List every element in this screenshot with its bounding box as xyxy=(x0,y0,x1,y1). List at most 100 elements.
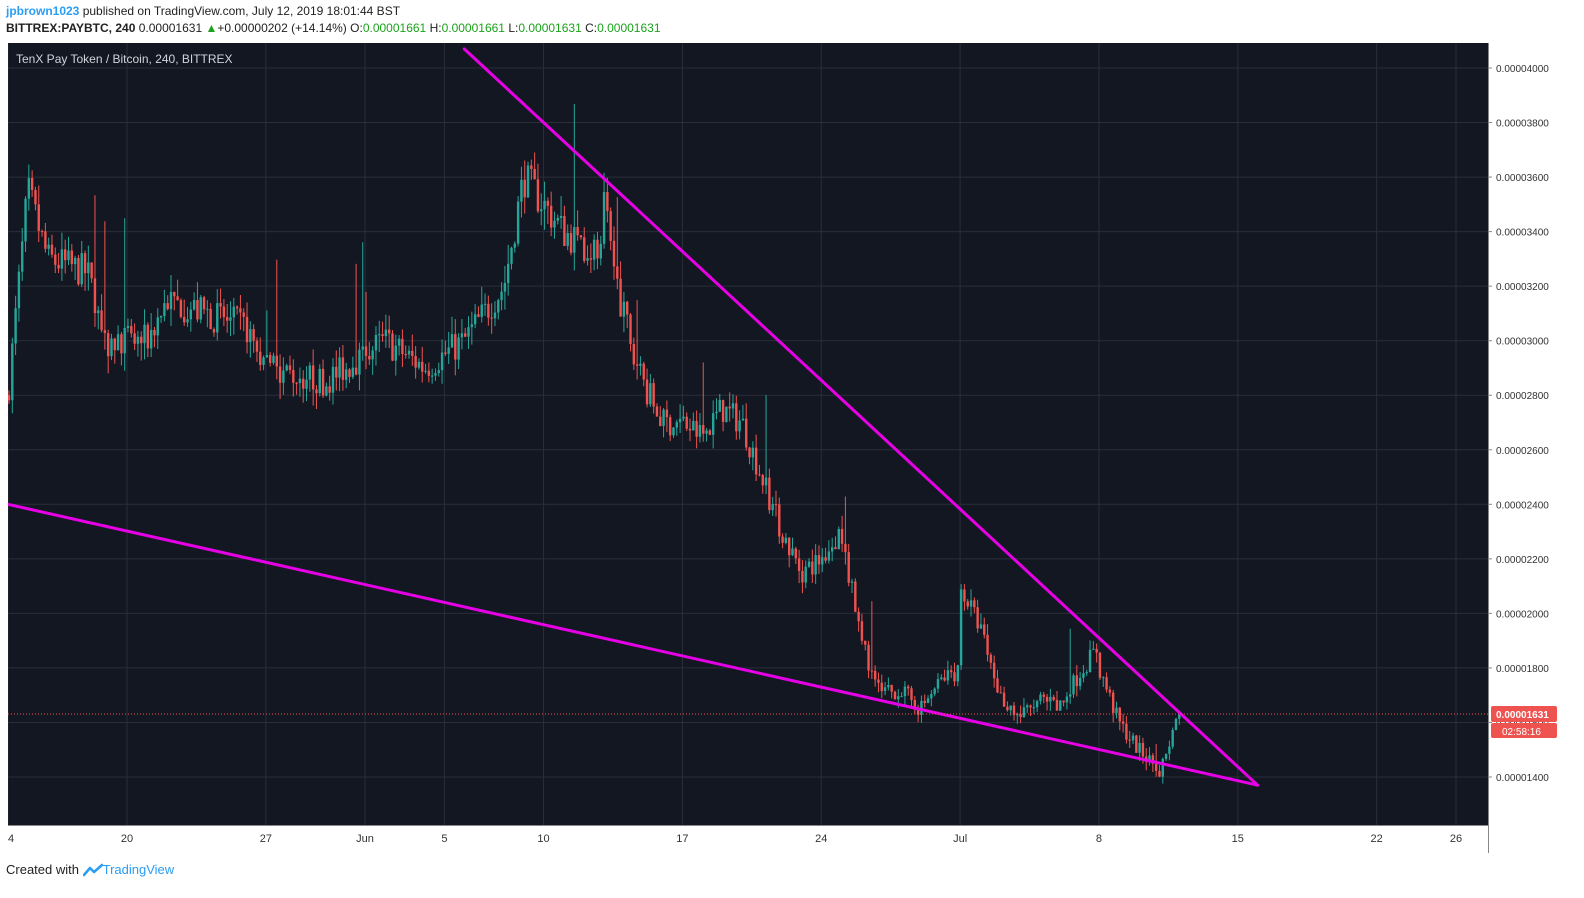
candle-body xyxy=(321,368,325,396)
candle-body xyxy=(17,271,21,309)
price-chart[interactable]: 0.000014000.000016000.000018000.00002000… xyxy=(8,43,1560,853)
candle-body xyxy=(900,696,903,698)
candle-body xyxy=(758,474,761,476)
candle-body xyxy=(272,355,275,363)
candle-body xyxy=(936,679,940,689)
candle-body xyxy=(801,570,804,583)
tradingview-logo-icon xyxy=(82,863,103,877)
candle-body xyxy=(1042,694,1045,697)
candle-body xyxy=(1135,735,1138,753)
candle-body xyxy=(209,308,212,330)
candle-body xyxy=(754,447,758,475)
candle-body xyxy=(331,366,335,393)
high-label: H: xyxy=(429,21,442,35)
candle-body xyxy=(725,406,728,422)
candle-body xyxy=(920,700,923,715)
y-tick-label: 0.00003800 xyxy=(1496,119,1549,130)
candle-body xyxy=(163,303,166,316)
x-tick-label: Jul xyxy=(953,833,967,845)
candle-body xyxy=(186,319,189,323)
candle-body xyxy=(311,365,315,390)
candle-body xyxy=(328,386,331,393)
candle-body xyxy=(1045,696,1049,702)
candle-body xyxy=(741,418,745,421)
candle-body xyxy=(817,555,821,565)
candle-body xyxy=(751,447,755,458)
candle-body xyxy=(864,640,867,645)
candle-body xyxy=(890,684,893,692)
candle-body xyxy=(1161,758,1164,777)
change-value: +0.00000202 (+14.14%) xyxy=(217,21,347,35)
low-value: 0.00001631 xyxy=(518,21,582,35)
time-scale xyxy=(8,825,1488,853)
x-tick-label: 5 xyxy=(441,833,447,845)
candle-body xyxy=(169,292,173,310)
candle-body xyxy=(60,249,64,269)
candle-body xyxy=(1141,742,1145,757)
candle-body xyxy=(1178,713,1181,719)
candle-body xyxy=(516,201,520,244)
candle-body xyxy=(1131,735,1135,741)
candle-body xyxy=(973,600,976,608)
candle-body xyxy=(530,165,533,169)
author-name[interactable]: jpbrown1023 xyxy=(6,4,80,18)
candle-body xyxy=(176,296,179,301)
candle-body xyxy=(106,333,110,357)
x-tick-label: 20 xyxy=(121,833,133,845)
candle-body xyxy=(298,378,302,384)
candle-body xyxy=(27,177,31,199)
candle-body xyxy=(470,324,474,328)
candle-body xyxy=(996,678,999,693)
candle-body xyxy=(526,165,530,198)
candle-body xyxy=(242,312,245,317)
candle-body xyxy=(480,304,483,317)
candle-body xyxy=(387,329,391,334)
candle-body xyxy=(391,333,394,361)
candle-body xyxy=(606,192,609,212)
candle-body xyxy=(1154,763,1158,771)
x-tick-label: 24 xyxy=(815,833,827,845)
candle-body xyxy=(219,303,222,307)
candle-body xyxy=(940,677,943,680)
candle-body xyxy=(259,351,262,365)
candle-body xyxy=(1158,770,1161,777)
candle-body xyxy=(569,233,573,253)
candle-body xyxy=(533,168,536,180)
candle-body xyxy=(543,200,546,210)
y-tick-label: 0.00003200 xyxy=(1496,282,1549,293)
candle-body xyxy=(665,409,669,418)
candle-body xyxy=(702,425,705,434)
candle-body xyxy=(404,354,407,356)
current-price-label: 0.00001631 xyxy=(1496,710,1549,721)
candle-body xyxy=(745,418,748,448)
candle-body xyxy=(1006,706,1009,711)
candle-body xyxy=(503,283,507,292)
candle-body xyxy=(285,365,288,371)
high-value: 0.00001661 xyxy=(441,21,505,35)
candle-body xyxy=(510,247,513,264)
candle-body xyxy=(417,361,421,368)
candle-body xyxy=(8,395,11,401)
candle-body xyxy=(668,417,672,436)
candle-body xyxy=(103,330,107,334)
chart-container[interactable]: 0.000014000.000016000.000018000.00002000… xyxy=(8,43,1560,853)
candle-body xyxy=(963,589,966,602)
candle-body xyxy=(1022,707,1026,717)
candle-body xyxy=(824,557,827,561)
candle-body xyxy=(1151,755,1155,764)
x-tick-label: 17 xyxy=(676,833,688,845)
candle-body xyxy=(126,325,130,328)
candle-body xyxy=(956,665,960,682)
candle-body xyxy=(986,634,989,655)
candle-body xyxy=(946,670,950,681)
candle-body xyxy=(487,303,490,318)
candle-body xyxy=(1075,675,1079,687)
candle-body xyxy=(454,334,457,360)
x-tick-label: 27 xyxy=(260,833,272,845)
candle-body xyxy=(318,368,321,394)
candle-body xyxy=(692,420,695,431)
tradingview-brand[interactable]: TradingView xyxy=(102,862,175,877)
candle-body xyxy=(626,301,629,315)
candle-body xyxy=(728,406,731,409)
y-tick-label: 0.00002600 xyxy=(1496,446,1549,457)
